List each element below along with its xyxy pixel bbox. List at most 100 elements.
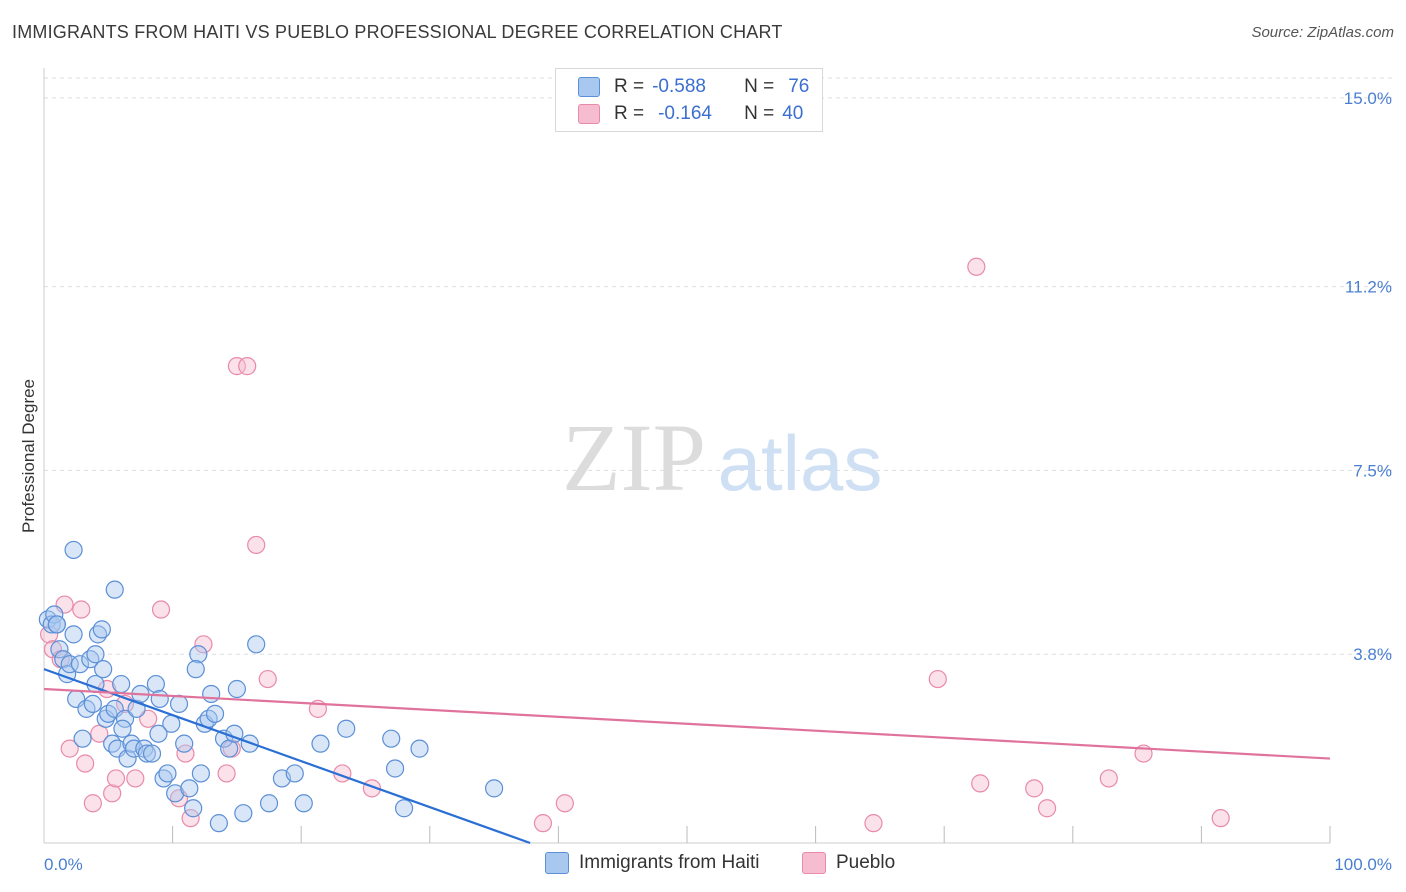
legend-row-haiti: R = -0.588 N = 76 xyxy=(578,75,809,99)
haiti-point xyxy=(234,804,253,823)
pueblo-point xyxy=(126,769,145,788)
haiti-point xyxy=(149,724,168,743)
haiti-point xyxy=(50,640,69,659)
haiti-point xyxy=(70,655,90,674)
pueblo-point xyxy=(103,784,122,803)
haiti-point xyxy=(137,744,156,763)
haiti-point xyxy=(259,794,279,813)
pueblo-point xyxy=(247,535,266,555)
legend-r-label: R = xyxy=(614,76,645,97)
haiti-point xyxy=(86,645,105,664)
y-axis-ticks: 3.8% 7.5% 11.2% 15.0% xyxy=(1344,89,1392,664)
source-credit: Source: ZipAtlas.com xyxy=(1251,24,1394,41)
haiti-point xyxy=(294,794,313,813)
haiti-point xyxy=(73,729,92,748)
pueblo-point xyxy=(928,669,947,689)
pueblo-point xyxy=(217,764,236,783)
pueblo-point xyxy=(227,357,246,376)
haiti-point xyxy=(189,645,208,664)
haiti-trend-line xyxy=(43,668,531,845)
haiti-point xyxy=(385,759,405,778)
trend-lines xyxy=(43,668,1331,845)
haiti-point xyxy=(96,709,115,728)
bottom-legend-haiti: Immigrants from Haiti xyxy=(545,852,760,874)
y-tick-label: 3.8% xyxy=(1353,645,1392,664)
haiti-points xyxy=(38,540,504,833)
x-tick-label: 100.0% xyxy=(1334,855,1392,874)
legend-n-value: 40 xyxy=(782,103,804,124)
bottom-swatch-pink xyxy=(802,852,826,874)
haiti-point xyxy=(142,744,162,763)
haiti-point xyxy=(146,674,165,694)
x-tick-label: 0.0% xyxy=(44,855,83,874)
haiti-point xyxy=(105,580,124,599)
haiti-point xyxy=(92,620,111,639)
bottom-legend-label: Pueblo xyxy=(836,852,896,873)
haiti-point xyxy=(382,729,401,748)
pueblo-point xyxy=(1037,799,1057,818)
haiti-point xyxy=(485,779,504,798)
pueblo-point xyxy=(139,709,158,728)
haiti-point xyxy=(186,660,205,679)
correlation-legend: R = -0.588 N = 76 R = -0.164 N = 40 xyxy=(555,68,823,132)
haiti-point xyxy=(410,739,429,758)
y-tick-label: 15.0% xyxy=(1344,89,1392,108)
haiti-point xyxy=(158,764,177,783)
watermark: ZIP atlas xyxy=(562,404,882,511)
legend-swatch-pink xyxy=(578,104,600,124)
y-tick-label: 7.5% xyxy=(1353,461,1392,480)
haiti-point xyxy=(94,660,113,679)
legend-r-label: R = xyxy=(614,103,645,124)
pueblo-point xyxy=(971,774,990,793)
haiti-point xyxy=(169,694,189,714)
pueblo-point xyxy=(864,814,883,833)
haiti-point xyxy=(64,625,83,644)
legend-n-label: N = xyxy=(744,76,775,97)
pueblo-point xyxy=(72,600,91,619)
legend-r-value: -0.164 xyxy=(658,103,712,124)
axes xyxy=(43,68,1331,844)
legend-n-value: 76 xyxy=(788,76,810,97)
haiti-point xyxy=(112,674,131,694)
haiti-point xyxy=(180,779,199,798)
legend-row-pueblo: R = -0.164 N = 40 xyxy=(578,102,803,126)
pueblo-point xyxy=(258,669,277,689)
haiti-point xyxy=(150,689,169,709)
haiti-point xyxy=(205,704,225,723)
haiti-point xyxy=(202,684,221,704)
legend-swatch-blue xyxy=(578,77,600,97)
watermark-atlas: atlas xyxy=(718,419,883,507)
bottom-swatch-blue xyxy=(545,852,569,874)
haiti-point xyxy=(227,679,246,699)
bottom-legend-pueblo: Pueblo xyxy=(802,852,895,874)
legend-n-label: N = xyxy=(744,103,775,124)
pueblo-point xyxy=(533,814,553,833)
pueblo-point xyxy=(1211,809,1230,828)
pueblo-point xyxy=(1099,769,1118,788)
chart-title: IMMIGRANTS FROM HAITI VS PUEBLO PROFESSI… xyxy=(12,22,783,42)
haiti-point xyxy=(394,799,414,818)
y-tick-label: 11.2% xyxy=(1345,278,1392,297)
pueblo-point xyxy=(238,357,257,376)
pueblo-trend-line xyxy=(43,687,1331,760)
haiti-point xyxy=(166,784,185,803)
y-axis-label: Professional Degree xyxy=(19,379,38,533)
haiti-point xyxy=(209,814,228,833)
haiti-point xyxy=(64,540,83,560)
haiti-point xyxy=(81,650,100,669)
pueblo-point xyxy=(555,794,574,813)
pueblo-point xyxy=(76,754,95,773)
pueblo-point xyxy=(1025,779,1044,798)
haiti-point xyxy=(103,734,122,753)
haiti-point xyxy=(175,734,194,753)
watermark-zip: ZIP xyxy=(562,404,706,511)
haiti-point xyxy=(337,719,356,738)
legend-r-value: -0.588 xyxy=(652,76,706,97)
haiti-point xyxy=(60,655,79,674)
pueblo-point xyxy=(194,635,213,654)
pueblo-point xyxy=(60,739,79,758)
pueblo-point xyxy=(967,257,986,276)
pueblo-point xyxy=(151,600,171,619)
haiti-point xyxy=(184,799,203,818)
